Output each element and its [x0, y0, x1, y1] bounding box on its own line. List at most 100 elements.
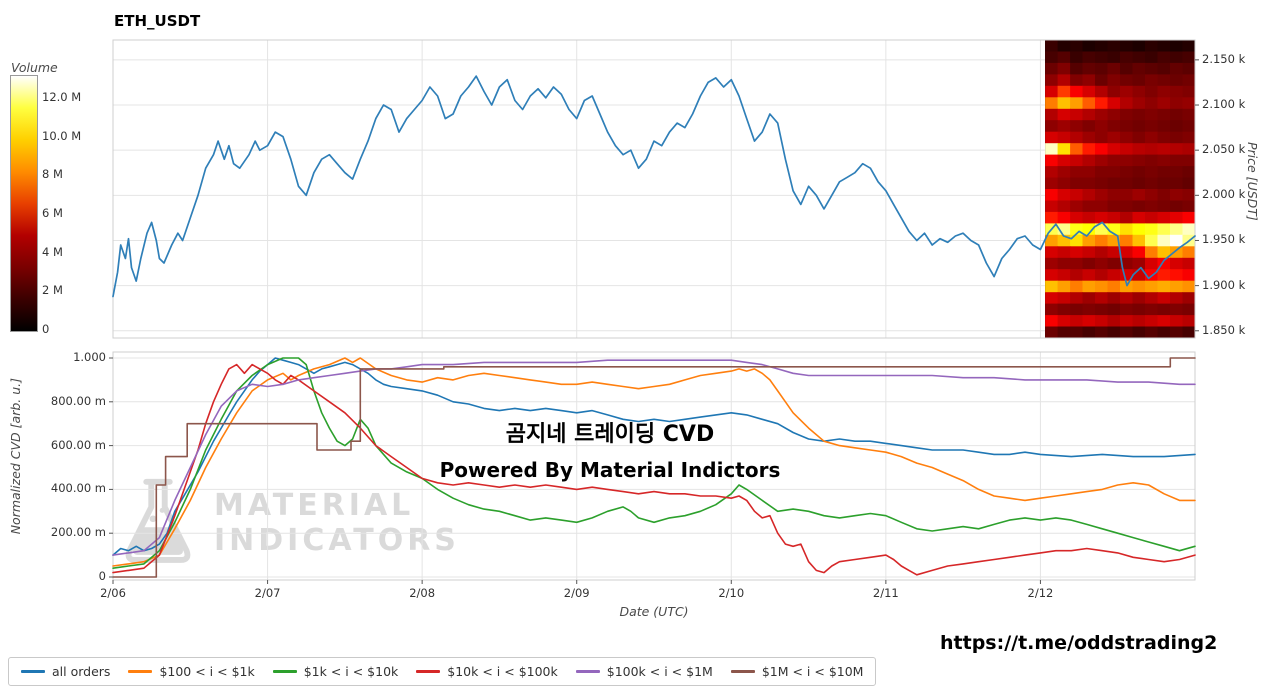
cvd-axis-title: Normalized CVD [arb. u.]: [8, 378, 23, 535]
heatmap-cell: [1095, 154, 1108, 167]
heatmap-cell: [1057, 62, 1071, 75]
date-tick-label: 2/12: [1027, 586, 1054, 600]
heatmap-cell: [1182, 154, 1196, 167]
heatmap-cell: [1095, 200, 1108, 213]
heatmap-cell: [1132, 303, 1146, 316]
heatmap-cell: [1170, 269, 1183, 282]
legend-swatch: [272, 670, 297, 673]
heatmap-cell: [1057, 120, 1071, 133]
heatmap-cell: [1145, 246, 1158, 259]
heatmap-cell: [1070, 315, 1084, 328]
heatmap-cell: [1095, 292, 1108, 305]
watermark-line1: MATERIAL: [214, 488, 415, 523]
heatmap-cell: [1120, 234, 1133, 247]
heatmap-cell: [1145, 40, 1158, 52]
heatmap-cell: [1145, 62, 1158, 75]
legend-item: $100 < i < $1k: [128, 664, 255, 679]
heatmap-cell: [1107, 154, 1121, 167]
cvd-tick-label: 200.00 m: [50, 525, 106, 540]
telegram-link[interactable]: https://t.me/oddstrading2: [940, 632, 1218, 654]
heatmap-cell: [1057, 280, 1071, 293]
heatmap-cell: [1070, 97, 1084, 110]
heatmap-cell: [1045, 120, 1059, 133]
overlay-caption-powered-by: Powered By Material Indictors: [439, 458, 781, 482]
overlay-caption-korean: 곰지네 트레이딩 CVD: [505, 422, 715, 447]
heatmap-cell: [1182, 223, 1196, 236]
heatmap-cell: [1045, 200, 1059, 213]
heatmap-cell: [1107, 280, 1121, 293]
heatmap-cell: [1045, 257, 1059, 270]
heatmap-cell: [1182, 257, 1196, 270]
heatmap-cell: [1132, 269, 1146, 282]
heatmap-cell: [1107, 143, 1121, 156]
heatmap-cell: [1045, 143, 1059, 156]
legend-item: $1k < i < $10k: [272, 664, 398, 679]
heatmap-cell: [1095, 315, 1108, 328]
heatmap-cell: [1070, 120, 1084, 133]
legend-swatch: [128, 670, 153, 673]
heatmap-cell: [1182, 326, 1196, 339]
heatmap-cell: [1057, 315, 1071, 328]
heatmap-cell: [1182, 200, 1196, 213]
heatmap-cell: [1070, 189, 1084, 201]
heatmap-cell: [1145, 315, 1158, 328]
heatmap-cell: [1082, 40, 1096, 52]
heatmap-cell: [1145, 85, 1158, 98]
heatmap-cell: [1045, 223, 1059, 236]
heatmap-cell: [1095, 326, 1108, 339]
heatmap-cell: [1157, 40, 1171, 52]
heatmap-cell: [1120, 280, 1133, 293]
heatmap-cell: [1082, 211, 1096, 224]
heatmap-cell: [1057, 189, 1071, 201]
heatmap-cell: [1120, 120, 1133, 133]
heatmap-cell: [1157, 120, 1171, 133]
heatmap-cell: [1057, 200, 1071, 213]
heatmap-cell: [1082, 257, 1096, 270]
heatmap-cell: [1170, 40, 1183, 52]
heatmap-cell: [1107, 223, 1121, 236]
heatmap-cell: [1057, 326, 1071, 339]
legend-swatch: [575, 670, 600, 673]
heatmap-cell: [1170, 85, 1183, 98]
heatmap-cell: [1082, 234, 1096, 247]
heatmap-cell: [1070, 85, 1084, 98]
heatmap-cell: [1157, 131, 1171, 144]
heatmap-cell: [1145, 51, 1158, 64]
heatmap-cell: [1095, 280, 1108, 293]
heatmap-cell: [1070, 292, 1084, 305]
heatmap-cell: [1120, 62, 1133, 75]
heatmap-cell: [1107, 234, 1121, 247]
cvd-tick-label: 800.00 m: [50, 393, 106, 408]
heatmap-cell: [1145, 143, 1158, 156]
heatmap-cell: [1145, 303, 1158, 316]
heatmap-cell: [1120, 97, 1133, 110]
heatmap-cell: [1107, 257, 1121, 270]
heatmap-cell: [1157, 280, 1171, 293]
heatmap-cell: [1120, 166, 1133, 179]
heatmap-cell: [1157, 200, 1171, 213]
heatmap-cell: [1170, 189, 1183, 201]
volume-tick-label: 12.0 M: [42, 90, 82, 105]
heatmap-cell: [1057, 303, 1071, 316]
heatmap-cell: [1095, 166, 1108, 179]
date-tick-label: 2/10: [718, 586, 745, 600]
heatmap-cell: [1070, 211, 1084, 224]
heatmap-cell: [1057, 40, 1071, 52]
cvd-tick-label: 0: [98, 569, 106, 583]
heatmap-cell: [1145, 292, 1158, 305]
date-tick-label: 2/07: [254, 586, 281, 600]
heatmap-cell: [1095, 108, 1108, 121]
heatmap-cell: [1045, 131, 1059, 144]
heatmap-cell: [1145, 189, 1158, 201]
heatmap-cell: [1145, 154, 1158, 167]
heatmap-cell: [1045, 292, 1059, 305]
heatmap-cell: [1120, 269, 1133, 282]
heatmap-cell: [1132, 246, 1146, 259]
heatmap-cell: [1120, 143, 1133, 156]
heatmap-cell: [1070, 303, 1084, 316]
heatmap-cell: [1107, 120, 1121, 133]
heatmap-cell: [1170, 292, 1183, 305]
heatmap-cell: [1132, 131, 1146, 144]
